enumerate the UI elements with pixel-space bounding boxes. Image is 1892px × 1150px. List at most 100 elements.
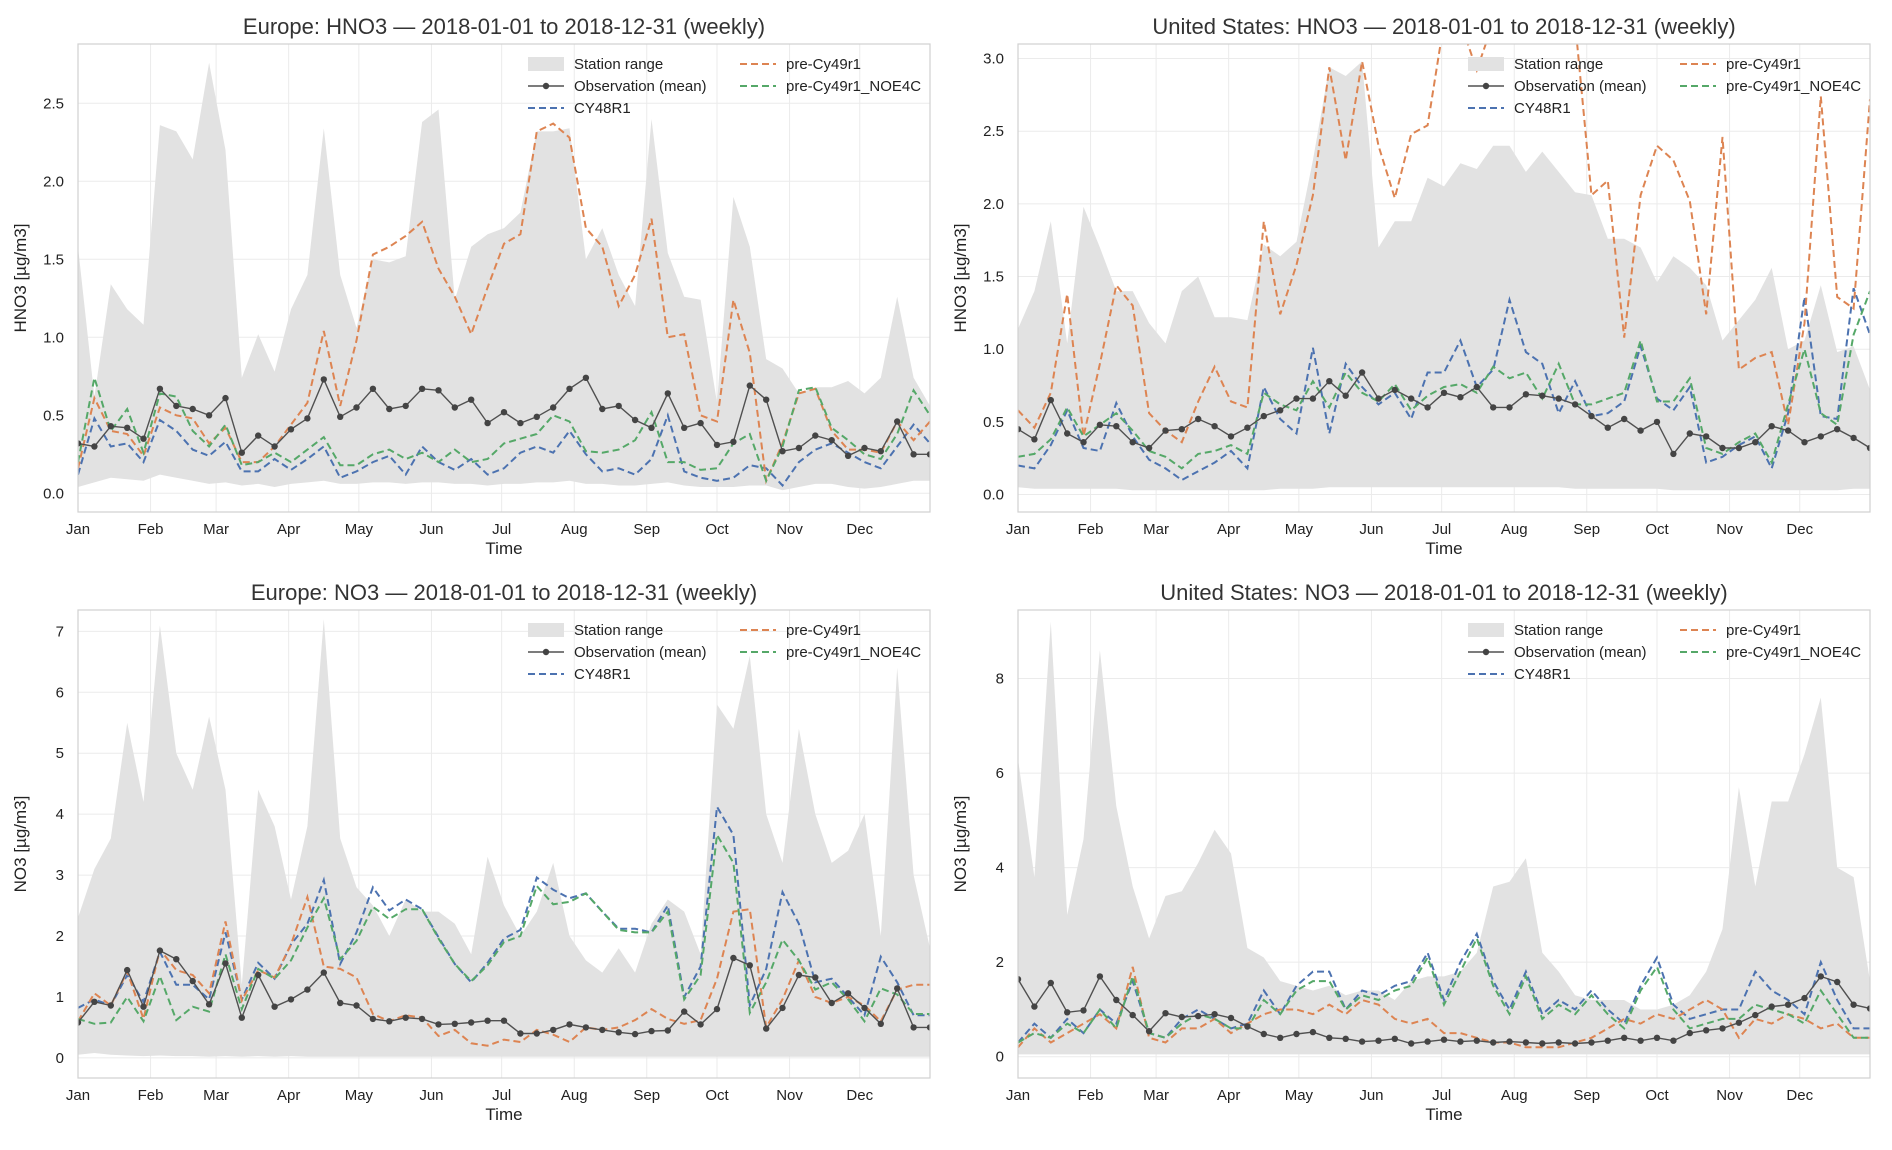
- observation-point: [353, 1002, 360, 1009]
- x-tick-label: Apr: [277, 521, 300, 538]
- y-tick-label: 2: [56, 928, 64, 945]
- observation-point: [1440, 389, 1448, 396]
- observation-point: [1391, 386, 1399, 394]
- observation-point: [1784, 1001, 1792, 1008]
- observation-point: [1244, 424, 1251, 431]
- observation-point: [763, 396, 770, 403]
- x-axis-label: Time: [1425, 1105, 1462, 1124]
- observation-point: [861, 444, 868, 452]
- observation-point: [681, 424, 688, 431]
- observation-point: [238, 1014, 245, 1021]
- legend-label-cy48r1: CY48R1: [1514, 100, 1571, 117]
- y-tick-label: 2: [996, 954, 1004, 971]
- legend-label-pre-cy49r1: pre-Cy49r1: [1726, 622, 1801, 639]
- observation-point: [1358, 1038, 1366, 1045]
- observation-point: [599, 1026, 606, 1034]
- x-tick-label: Aug: [561, 521, 588, 538]
- observation-point: [271, 443, 278, 450]
- y-tick-label: 3: [56, 867, 64, 884]
- series-line-pre-cy49r1-noe4c: [1018, 290, 1870, 470]
- observation-point: [1834, 426, 1841, 433]
- legend-label-station-range: Station range: [1514, 622, 1603, 639]
- observation-point: [124, 966, 131, 974]
- observation-point: [451, 404, 458, 411]
- x-tick-label: Oct: [705, 521, 729, 538]
- x-tick-label: Jan: [1006, 521, 1030, 538]
- x-tick-label: Jul: [1432, 1087, 1451, 1104]
- plot-frame: [1017, 43, 1871, 513]
- observation-point: [1522, 391, 1530, 398]
- observation-point: [1850, 1001, 1857, 1008]
- observation-point: [468, 396, 475, 403]
- observation-point: [1473, 1037, 1481, 1044]
- observation-point: [1686, 430, 1694, 437]
- observation-point: [1211, 423, 1218, 430]
- x-tick-label: Jan: [66, 521, 90, 538]
- plot-frame: [77, 609, 931, 1079]
- y-tick-label: 1.5: [43, 251, 64, 268]
- observation-point: [1490, 1039, 1497, 1046]
- observation-point: [1064, 430, 1071, 437]
- observation-point: [1588, 412, 1595, 420]
- y-axis-label: HNO3 [µg/m3]: [11, 224, 30, 333]
- observation-point: [713, 1005, 721, 1013]
- observation-point: [697, 1021, 704, 1028]
- observation-point: [1719, 444, 1726, 452]
- observation-point: [1031, 1003, 1038, 1010]
- observation-point: [631, 416, 639, 424]
- legend-label-station-range: Station range: [1514, 56, 1603, 73]
- observation-point: [156, 947, 164, 954]
- observation-point: [894, 418, 901, 425]
- y-tick-label: 4: [996, 860, 1004, 877]
- observation-point: [1768, 423, 1775, 430]
- legend: Station range Observation (mean) CY48R1 pre…: [1468, 622, 1861, 683]
- observation-point: [418, 385, 426, 392]
- x-tick-label: Sep: [1573, 1087, 1600, 1104]
- observation-point: [337, 413, 344, 420]
- x-tick-label: Sep: [1573, 521, 1600, 538]
- observation-point: [255, 432, 262, 439]
- observation-point: [78, 1019, 82, 1026]
- observation-point: [1178, 1013, 1186, 1021]
- observation-point: [730, 438, 737, 445]
- observation-point: [1866, 1005, 1870, 1012]
- observation-point: [1227, 433, 1235, 440]
- observation-point: [910, 451, 917, 458]
- observation-point: [1670, 450, 1677, 458]
- observation-point: [713, 441, 721, 449]
- observation-point: [1326, 1034, 1333, 1042]
- observation-point: [664, 1027, 671, 1034]
- observation-point: [1375, 395, 1382, 402]
- legend-marker-observation: [542, 82, 550, 90]
- y-tick-label: 8: [996, 671, 1004, 688]
- observation-point: [1227, 1014, 1235, 1022]
- observation-point: [1358, 369, 1366, 376]
- observation-point: [1522, 1039, 1530, 1046]
- y-tick-label: 0.0: [43, 485, 64, 502]
- observation-point: [861, 1004, 868, 1012]
- panel-2: 0.0 0.5 1.0 1.5 2.0 2.5 3.0 Jan Feb Mar Apr May Jun J…: [951, 14, 1871, 558]
- observation-point: [1703, 433, 1710, 440]
- station-range-band: [78, 62, 930, 491]
- panel-3: 0 1 2 3 4 5 6 7 Jan Feb Mar Apr May Jun Jul Aug Sep Oct No…: [11, 580, 931, 1124]
- legend-label-pre-cy49r1-noe4c: pre-Cy49r1_NOE4C: [1726, 78, 1861, 95]
- observation-point: [1817, 973, 1825, 980]
- x-tick-label: Aug: [561, 1087, 588, 1104]
- observation-point: [1424, 1038, 1431, 1045]
- y-tick-label: 1: [56, 989, 64, 1006]
- x-tick-label: Dec: [1786, 1087, 1813, 1104]
- y-tick-label: 7: [56, 623, 64, 640]
- observation-point: [1424, 404, 1431, 411]
- y-tick-label: 1.5: [983, 269, 1004, 286]
- observation-point: [1457, 1038, 1464, 1045]
- y-tick-label: 1.0: [983, 341, 1004, 358]
- y-tick-label: 6: [56, 684, 64, 701]
- observation-point: [1342, 392, 1349, 399]
- legend-label-pre-cy49r1-noe4c: pre-Cy49r1_NOE4C: [1726, 644, 1861, 661]
- observation-point: [255, 971, 262, 979]
- plot-content: [78, 62, 930, 491]
- observation-point: [1408, 1040, 1415, 1047]
- x-tick-label: Dec: [1786, 521, 1813, 538]
- observation-point: [1637, 1037, 1644, 1044]
